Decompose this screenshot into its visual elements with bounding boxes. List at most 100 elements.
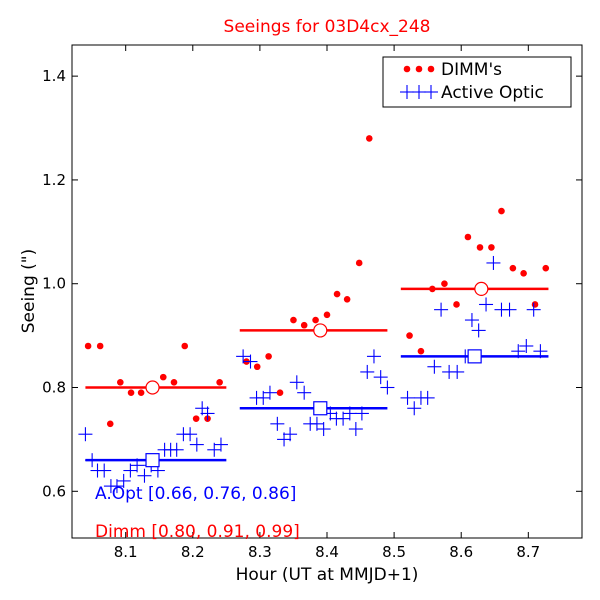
- x-tick-label: 8.1: [114, 543, 138, 561]
- dimm-point: [276, 389, 284, 396]
- active-optic-point: [189, 437, 204, 452]
- dimm-point: [181, 342, 189, 350]
- legend: DIMM's Active Optic: [382, 56, 572, 108]
- dimm-point: [323, 311, 331, 319]
- active-optic-point: [297, 385, 312, 400]
- dimm-point: [192, 415, 200, 422]
- dimm-point: [520, 270, 527, 277]
- dimm-point: [290, 316, 297, 324]
- dimm-point: [406, 332, 413, 339]
- dimm-annotation: Dimm [0.80, 0.91, 0.99]: [95, 522, 300, 542]
- active-optic-point: [360, 364, 375, 379]
- aopt-median-marker: [145, 453, 160, 468]
- dimm-point: [106, 420, 114, 428]
- dimm-point: [117, 379, 124, 386]
- aopt-median-marker: [467, 349, 482, 364]
- legend-dimm-dot: [403, 65, 411, 73]
- x-tick-label: 8.7: [516, 543, 540, 561]
- active-optic-point: [200, 406, 215, 421]
- active-optic-point: [262, 385, 277, 400]
- active-optic-point: [270, 416, 285, 431]
- active-optic-point: [486, 255, 501, 270]
- dimm-point: [441, 280, 448, 288]
- active-optic-point: [348, 422, 363, 437]
- active-optic-point: [116, 473, 131, 488]
- dimm-point: [84, 342, 92, 350]
- active-optic-point: [289, 375, 304, 390]
- dimm-median-marker: [474, 281, 489, 297]
- active-optic-point: [236, 349, 251, 364]
- aopt-annotation: A.Opt [0.66, 0.76, 0.86]: [95, 484, 296, 504]
- active-optic-point: [97, 463, 112, 478]
- active-optic-point: [169, 442, 184, 457]
- active-optic-point: [427, 359, 442, 374]
- dimm-point: [170, 379, 178, 386]
- dimm-point: [300, 321, 308, 329]
- y-tick-label: 1.0: [42, 275, 66, 293]
- active-optic-point: [420, 390, 435, 405]
- dimm-point: [96, 342, 104, 350]
- legend-dimm-dot: [415, 65, 423, 73]
- active-optic-point: [213, 437, 228, 452]
- dimm-point: [216, 379, 223, 386]
- active-optic-point: [78, 427, 93, 442]
- active-optic-point: [464, 313, 479, 328]
- dimm-median-marker: [313, 323, 328, 338]
- dimm-point: [417, 347, 425, 355]
- x-tick-label: 8.2: [181, 543, 205, 561]
- x-tick-label: 8.6: [449, 543, 473, 561]
- dimm-point: [312, 316, 319, 324]
- active-optic-point: [434, 302, 449, 317]
- active-optic-point: [316, 422, 331, 437]
- active-optic-point: [519, 338, 534, 353]
- y-tick-label: 0.8: [42, 379, 66, 397]
- legend-box: [382, 56, 572, 108]
- dimm-point: [253, 363, 261, 371]
- y-axis-label: Seeing ("): [19, 249, 39, 334]
- dimm-point: [159, 373, 167, 381]
- legend-dimm-marker: [403, 65, 435, 73]
- y-tick-label: 0.6: [42, 482, 66, 500]
- active-optic-point: [502, 302, 517, 317]
- active-optic-point: [366, 349, 381, 364]
- dimm-point: [365, 135, 373, 142]
- active-optic-point: [479, 297, 494, 312]
- dimm-point: [355, 259, 363, 267]
- plot-area: [78, 135, 550, 494]
- x-axis-label: Hour (UT at MMJD+1): [236, 565, 419, 585]
- dimm-point: [531, 301, 539, 308]
- y-tick-label: 1.2: [42, 171, 66, 189]
- dimm-point: [127, 389, 135, 396]
- active-optic-point: [137, 468, 152, 483]
- aopt-median-marker: [313, 401, 328, 416]
- chart-title: Seeings for 03D4cx_248: [224, 17, 431, 37]
- active-optic-point: [407, 401, 422, 416]
- active-optic-point: [373, 370, 388, 385]
- dimm-point: [137, 389, 145, 396]
- dimm-point: [265, 353, 272, 360]
- dimm-point: [464, 233, 472, 241]
- y-tick-label: 1.4: [42, 67, 66, 85]
- axis-ticks: 8.1 8.2 8.3 8.4 8.5 8.6 8.7 0.6 0.8 1.0 1.2 1.4: [42, 45, 582, 561]
- dimm-point: [476, 244, 484, 251]
- dimm-point: [453, 301, 460, 308]
- legend-ao-label: Active Optic: [441, 83, 544, 103]
- legend-dimm-dot: [427, 65, 435, 73]
- active-optic-point: [450, 364, 465, 379]
- active-optic-point: [183, 427, 198, 442]
- active-optic-point: [283, 427, 298, 442]
- active-optic-point: [380, 380, 395, 395]
- dimm-point: [498, 207, 505, 215]
- dimm-point: [488, 244, 495, 251]
- x-tick-label: 8.3: [248, 543, 272, 561]
- dimm-point: [333, 290, 341, 298]
- x-tick-label: 8.4: [315, 543, 339, 561]
- active-optic-point: [526, 302, 541, 317]
- x-tick-label: 8.5: [382, 543, 406, 561]
- legend-ao-marker: [400, 85, 438, 99]
- dimm-point: [542, 264, 550, 272]
- dimm-median-marker: [145, 380, 160, 395]
- active-optic-point: [400, 390, 415, 405]
- dimm-point: [509, 264, 517, 272]
